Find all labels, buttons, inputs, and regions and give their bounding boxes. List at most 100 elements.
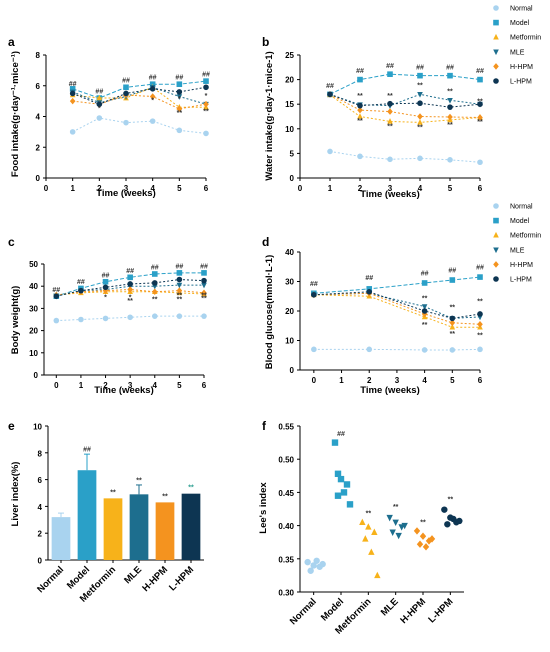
significance-mark: ## — [202, 72, 210, 79]
data-point-normal — [53, 317, 60, 324]
data-point-h-hpm — [149, 93, 156, 100]
data-point-model — [421, 280, 428, 286]
legend-label-l-hpm: L-HPM — [510, 277, 532, 284]
y-tick-label: 10 — [29, 349, 38, 358]
data-point-model — [346, 501, 354, 508]
series-line-metformin — [72, 86, 206, 108]
x-axis-title: Time (weeks) — [360, 385, 420, 396]
significance-mark: * — [104, 295, 107, 302]
significance-mark: * — [178, 96, 181, 103]
x-tick-label: 2 — [103, 381, 108, 390]
data-point-l-hpm — [441, 506, 448, 513]
significance-mark: ## — [448, 268, 456, 275]
significance-mark: ** — [422, 296, 428, 303]
x-category-label: MLE — [122, 564, 144, 586]
data-point-metformin — [96, 94, 103, 101]
x-tick-label: 6 — [202, 381, 207, 390]
x-tick-label: 2 — [97, 184, 102, 193]
significance-mark: ## — [175, 75, 183, 82]
data-point-l-hpm — [477, 101, 483, 107]
data-point-metformin — [449, 323, 456, 330]
significance-mark: ** — [201, 296, 207, 303]
legend-marker-model — [493, 19, 499, 26]
y-tick-label: 40 — [285, 248, 294, 257]
data-point-model — [417, 72, 423, 79]
x-tick-label: 4 — [150, 184, 155, 193]
significance-mark: ## — [446, 64, 454, 71]
data-point-l-hpm — [102, 284, 109, 291]
data-point-l-hpm — [203, 84, 209, 91]
legend-marker-l-hpm — [493, 276, 499, 282]
significance-mark: ** — [357, 118, 363, 125]
data-point-h-hpm — [102, 287, 109, 294]
y-axis-title: Liver index(%) — [10, 462, 21, 527]
data-point-normal — [127, 314, 133, 321]
data-point-l-hpm — [327, 91, 333, 98]
data-point-l-hpm — [151, 280, 158, 286]
data-point-normal — [313, 557, 320, 564]
data-point-h-hpm — [203, 100, 209, 108]
data-point-model — [447, 72, 453, 79]
data-point-normal — [102, 315, 109, 322]
legend-label-model: Model — [510, 20, 530, 27]
y-tick-label: 0 — [34, 371, 39, 380]
data-point-h-hpm — [449, 319, 456, 327]
y-tick-label: 10 — [33, 423, 42, 432]
data-point-metformin — [374, 571, 381, 579]
data-point-h-hpm — [413, 527, 421, 535]
data-point-normal — [304, 558, 311, 566]
legend-marker-model — [493, 217, 499, 224]
significance-mark: ** — [162, 493, 168, 500]
data-point-normal — [176, 313, 183, 319]
x-tick-label: 2 — [367, 376, 372, 385]
data-point-normal — [477, 346, 483, 353]
significance-mark: ## — [476, 265, 484, 272]
significance-mark: ## — [149, 75, 157, 82]
significance-mark: * — [205, 93, 208, 100]
significance-mark: ## — [77, 279, 85, 286]
y-axis-title: Body weight(g) — [10, 286, 21, 355]
significance-mark: ** — [152, 297, 158, 304]
panel-label: b — [262, 35, 269, 49]
x-category-label: L-HPM — [426, 596, 455, 625]
data-point-normal — [417, 155, 423, 162]
data-point-h-hpm — [416, 540, 424, 548]
significance-mark: ## — [69, 81, 77, 88]
legend-label-normal: Normal — [510, 6, 533, 13]
data-point-normal — [477, 159, 483, 166]
bar-mle — [129, 494, 149, 560]
y-tick-label: 40 — [29, 282, 38, 291]
data-point-mle — [417, 92, 423, 98]
data-point-h-hpm — [151, 288, 158, 296]
panel-label: a — [8, 35, 15, 49]
y-tick-label: 10 — [285, 337, 294, 346]
x-tick-label: 0 — [44, 184, 49, 193]
data-point-normal — [421, 347, 428, 353]
panel-label: c — [8, 235, 15, 249]
data-point-h-hpm — [419, 532, 427, 540]
data-point-mle — [176, 94, 183, 100]
significance-mark: ** — [477, 299, 483, 306]
series-line-h-hpm — [72, 94, 207, 110]
data-point-model — [69, 86, 76, 92]
bar-normal — [51, 517, 71, 560]
data-point-h-hpm — [421, 310, 428, 318]
y-tick-label: 10 — [285, 125, 294, 134]
data-point-model — [477, 76, 483, 83]
data-point-model — [102, 278, 109, 285]
significance-mark: ## — [310, 281, 318, 288]
y-tick-label: 15 — [285, 100, 294, 109]
legend-marker-metformin — [493, 33, 499, 40]
data-point-h-hpm — [69, 97, 76, 105]
y-axis-title: Food intake(g·day⁻¹·mice⁻¹) — [10, 51, 21, 177]
data-point-normal — [176, 127, 183, 134]
data-point-model — [357, 76, 363, 83]
significance-mark: ** — [177, 297, 183, 304]
significance-mark: ** — [448, 497, 454, 504]
significance-mark: ## — [386, 63, 394, 70]
data-point-model — [343, 481, 351, 488]
y-tick-label: 0.35 — [278, 555, 294, 564]
data-point-mle — [151, 283, 158, 290]
x-tick-label: 0 — [298, 184, 303, 193]
data-point-l-hpm — [456, 517, 463, 525]
